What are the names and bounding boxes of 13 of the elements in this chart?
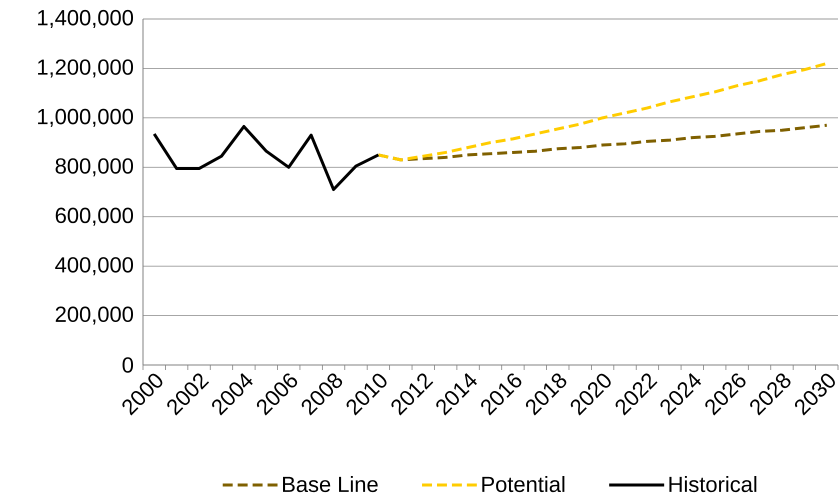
y-tick-label: 600,000: [56, 208, 134, 226]
y-tick-label: 1,200,000: [38, 59, 134, 78]
legend-label: Historical: [669, 476, 756, 492]
y-tick-label: 1,400,000: [38, 10, 134, 28]
y-tick-label: 1,000,000: [38, 108, 134, 127]
y-tick-label: 0: [122, 357, 134, 373]
line-series: [152, 125, 380, 192]
y-tick-label: 400,000: [55, 257, 134, 276]
y-tick-label: 800,000: [56, 158, 134, 176]
y-tick-label: 200,000: [56, 306, 134, 325]
legend-label: Potential: [482, 476, 564, 492]
legend-label: Base Line: [283, 476, 378, 492]
line-series: [376, 62, 828, 162]
